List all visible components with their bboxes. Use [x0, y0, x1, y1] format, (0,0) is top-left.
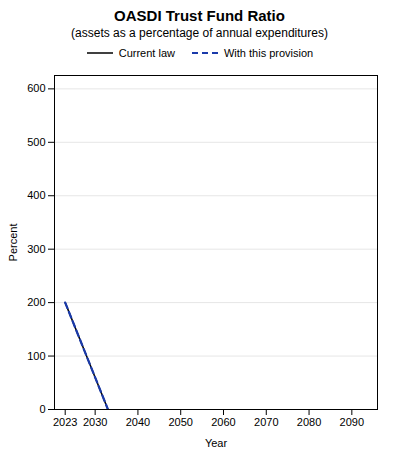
html-text:With this provision: With this provision — [224, 47, 314, 59]
svg-text:500: 500 — [27, 136, 45, 148]
svg-text:100: 100 — [27, 350, 45, 362]
svg-text:600: 600 — [27, 82, 45, 94]
svg-text:2070: 2070 — [254, 416, 278, 428]
svg-text:2050: 2050 — [168, 416, 192, 428]
svg-text:Year: Year — [205, 437, 228, 449]
svg-text:Percent: Percent — [7, 224, 19, 262]
svg-text:0: 0 — [39, 403, 45, 415]
svg-text:2080: 2080 — [297, 416, 321, 428]
html-text:Current law: Current law — [118, 47, 175, 59]
svg-text:2040: 2040 — [126, 416, 150, 428]
html-text:OASDI Trust Fund Ratio: OASDI Trust Fund Ratio — [114, 7, 285, 24]
svg-text:2060: 2060 — [211, 416, 235, 428]
svg-text:2023: 2023 — [53, 416, 77, 428]
svg-text:2030: 2030 — [83, 416, 107, 428]
html-text:(assets as a percentage of ann: (assets as a percentage of annual expend… — [71, 26, 328, 40]
svg-text:200: 200 — [27, 296, 45, 308]
svg-text:400: 400 — [27, 189, 45, 201]
svg-text:2090: 2090 — [340, 416, 364, 428]
svg-text:300: 300 — [27, 243, 45, 255]
